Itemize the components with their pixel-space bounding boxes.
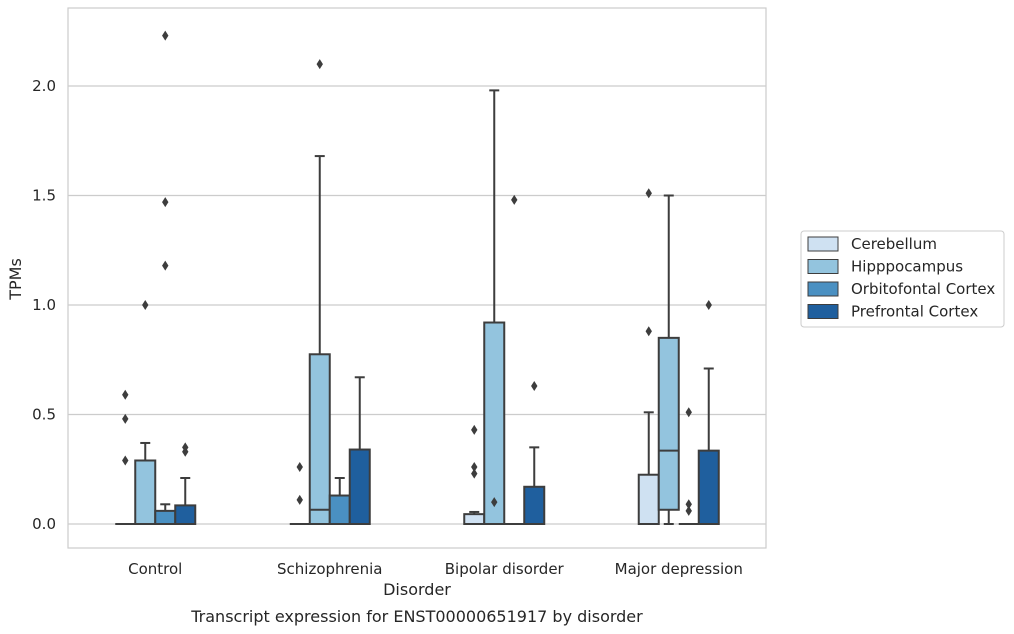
y-tick-label: 0.0 [32,515,56,533]
outlier-point [316,59,323,70]
outlier-point [471,462,478,473]
y-axis-ticks: 0.0 0.5 1.0 1.5 2.0 [32,77,56,533]
box-3-1 [657,194,680,525]
box-0-3 [174,442,197,526]
outlier-point [511,194,518,205]
y-tick-label: 1.0 [32,296,56,314]
outlier-point [122,389,129,400]
outlier-point [122,413,129,424]
box-rect [523,485,546,525]
outlier-point [685,499,692,510]
legend: Cerebellum Hipppocampus Orbitofontal Corte… [800,230,1005,328]
y-tick-label: 2.0 [32,77,56,95]
box-3-3 [697,300,720,526]
x-tick-label: Major depression [615,560,743,578]
box-rect [308,353,331,525]
outlier-point [471,424,478,435]
outlier-point [685,407,692,418]
x-axis-ticks: Control Schizophrenia Bipolar disorder Majo… [128,560,743,578]
box-groups [115,30,720,526]
box-2-0 [463,424,486,526]
x-tick-label: Bipolar disorder [445,560,565,578]
legend-label: Prefrontal Cortex [851,303,978,321]
box-0-1 [134,300,157,525]
outlier-point [162,260,169,271]
chart-caption: Transcript expression for ENST0000065191… [190,607,643,626]
legend-label: Cerebellum [851,235,937,253]
legend-label: Hipppocampus [851,258,963,276]
box-rect [657,336,680,511]
box-1-3 [348,376,371,526]
box-0-0 [115,389,136,525]
outlier-point [122,455,129,466]
box-rect [328,494,351,525]
box-rect [697,449,720,526]
box-rect [483,321,506,525]
outlier-point [645,326,652,337]
box-rect [348,448,371,526]
legend-frame [800,230,1005,328]
box-1-2 [328,477,351,525]
box-rect [463,513,486,526]
y-tick-label: 1.5 [32,187,56,205]
x-axis-title: Disorder [383,580,451,599]
outlier-point [162,30,169,41]
x-tick-label: Control [128,560,182,578]
legend-swatch [807,259,839,274]
legend-swatch [807,236,839,252]
legend-label: Orbitofontal Cortex [851,280,995,298]
outlier-point [296,494,303,505]
outlier-point [182,442,189,453]
outlier-point [645,188,652,199]
box-1-0 [289,462,310,525]
legend-swatch [807,304,839,319]
outlier-point [471,468,478,479]
box-2-1 [483,89,506,525]
outlier-point [531,381,538,392]
legend-swatch [807,281,839,297]
outlier-point [491,497,498,508]
outlier-point [162,197,169,208]
box-3-2 [678,407,699,525]
box-1-1 [308,59,331,525]
outlier-point [685,505,692,516]
box-2-3 [523,381,546,525]
y-tick-label: 0.5 [32,406,56,424]
outlier-point [705,300,712,310]
y-axis-title: TPMs [6,258,25,301]
box-rect [154,509,177,525]
outlier-point [296,462,303,473]
box-rect [637,473,660,526]
x-tick-label: Schizophrenia [277,560,382,578]
outlier-point [142,300,149,310]
box-rect [174,504,197,526]
box-2-2 [504,194,525,525]
box-rect [134,459,157,525]
